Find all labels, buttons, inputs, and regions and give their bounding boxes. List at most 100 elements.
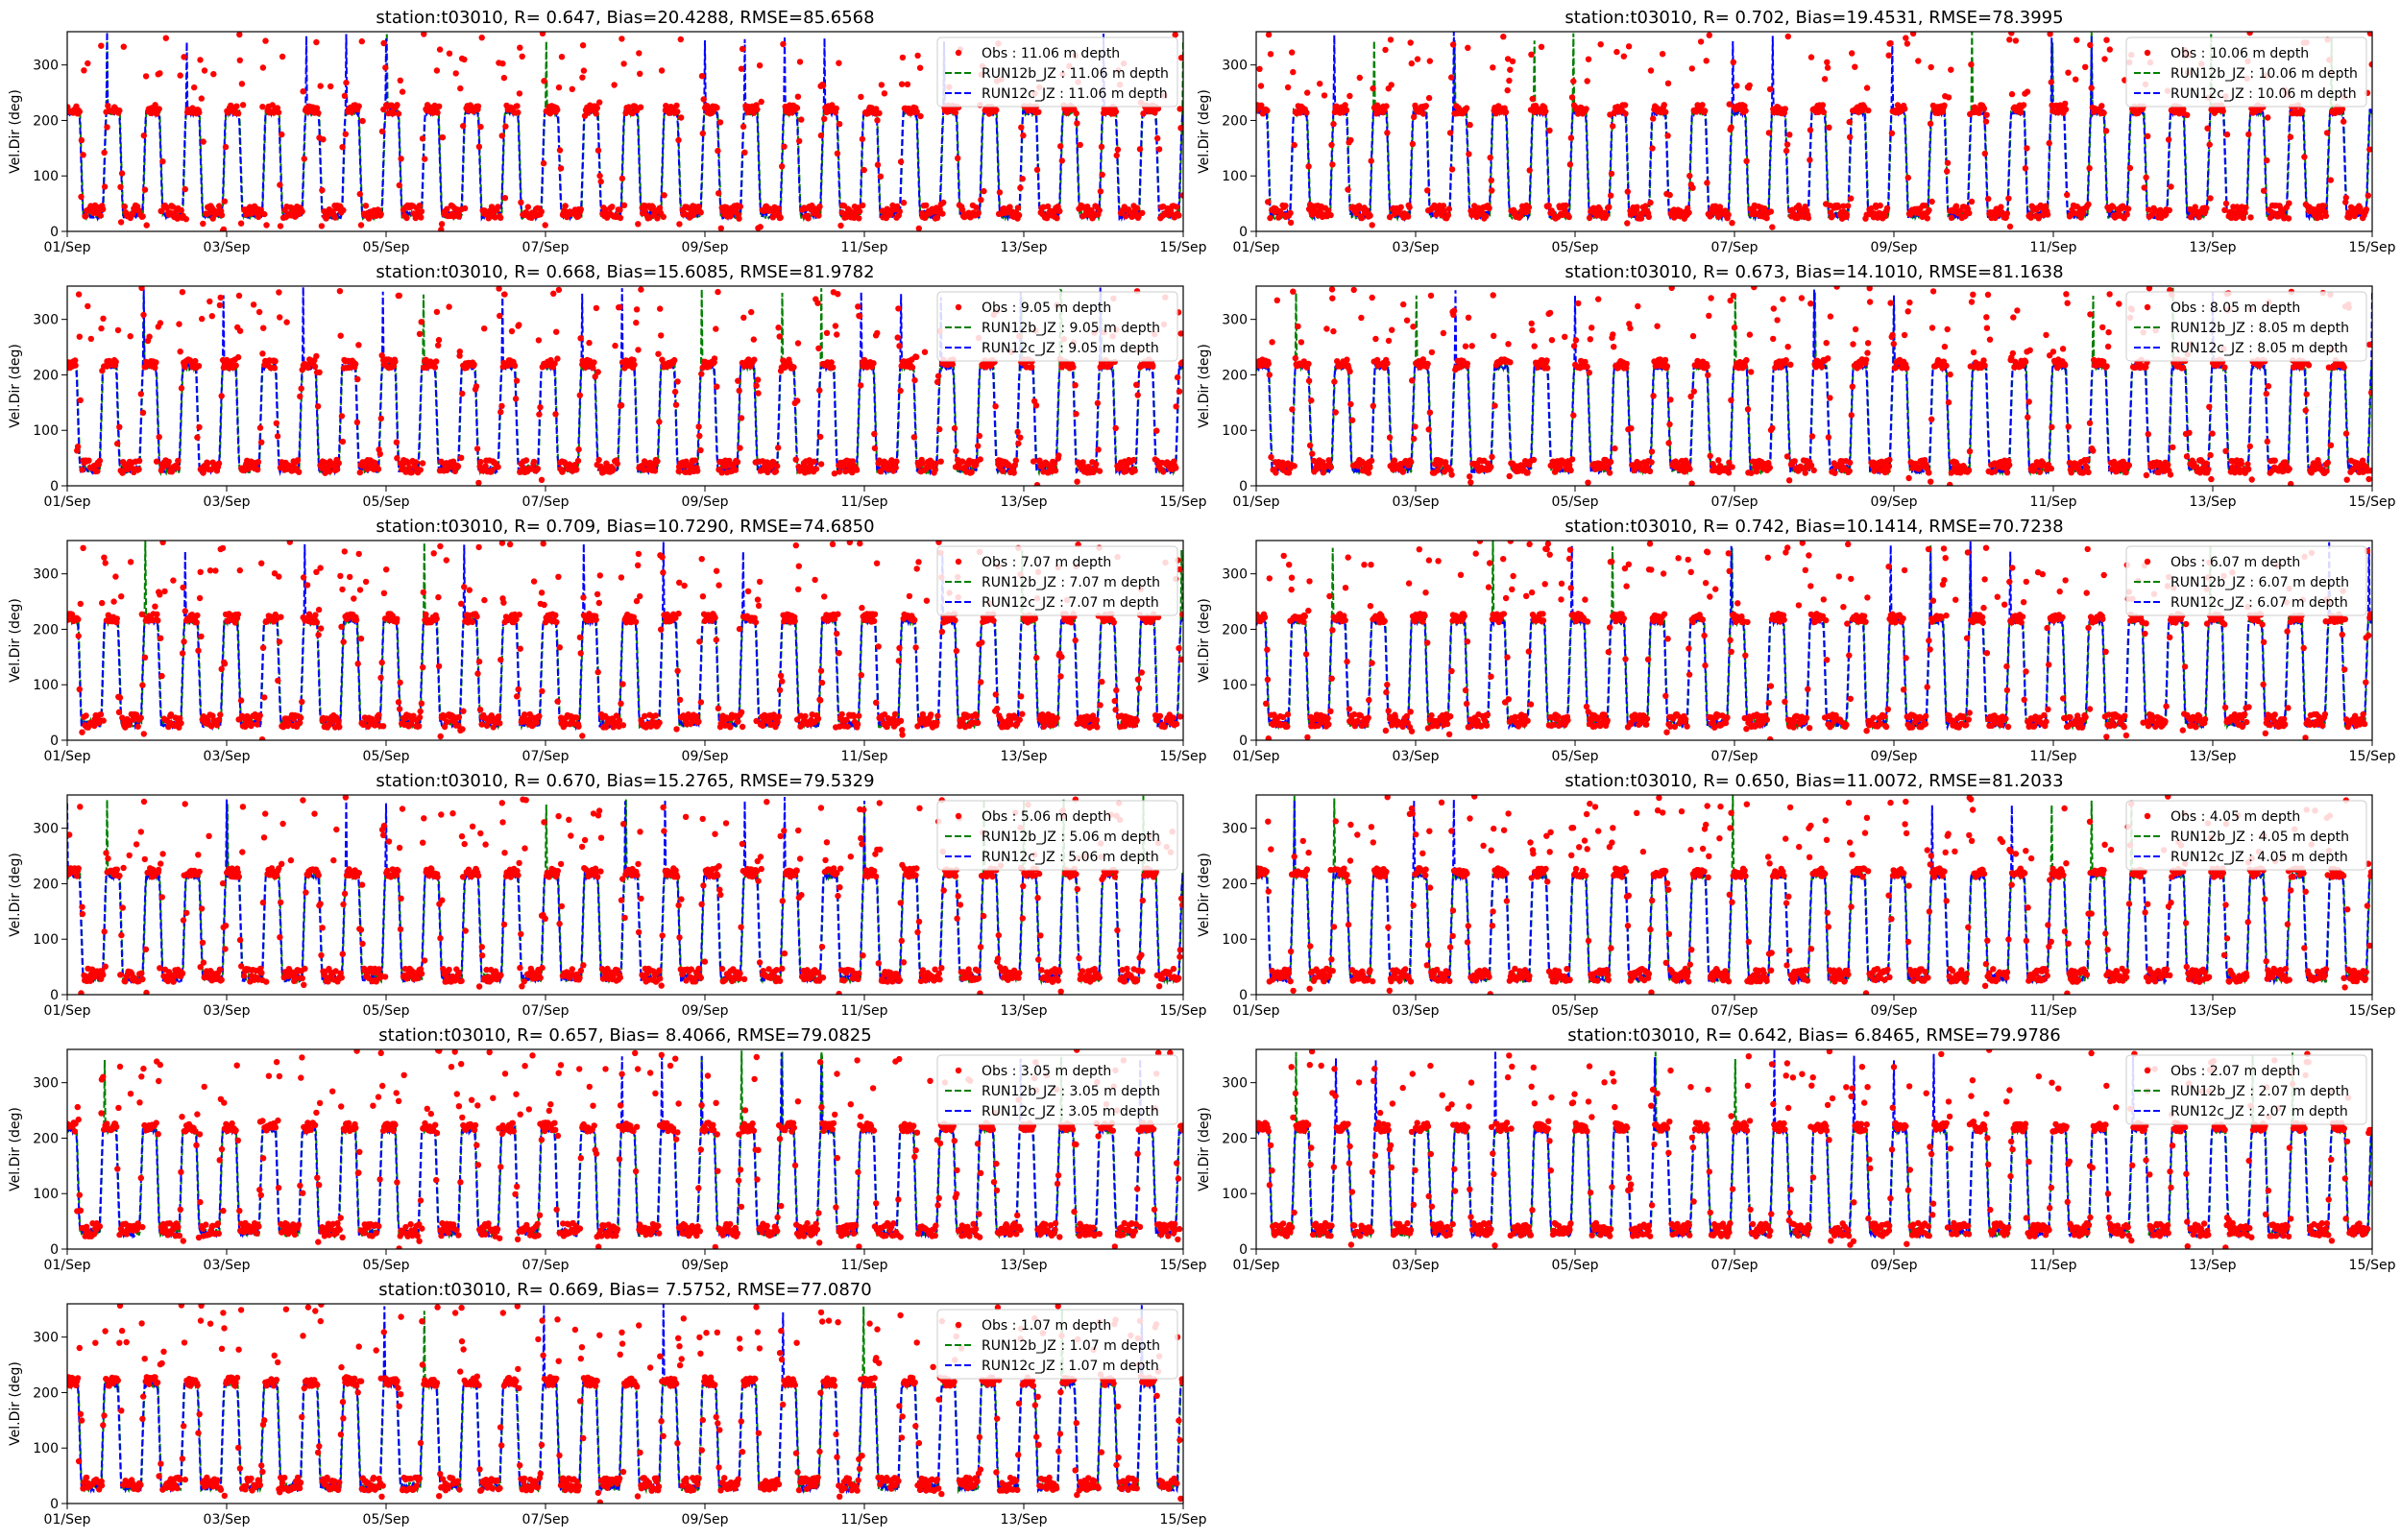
obs-point [654, 458, 660, 464]
obs-point [1349, 418, 1355, 423]
obs-point [1708, 453, 1713, 459]
obs-point [1309, 450, 1315, 456]
obs-point [1891, 341, 1897, 347]
obs-point [433, 358, 439, 364]
obs-point [1346, 93, 1352, 99]
obs-point [821, 116, 827, 122]
obs-point [191, 84, 197, 90]
obs-point [2247, 214, 2253, 220]
obs-point [397, 293, 402, 299]
obs-point [1450, 41, 1456, 47]
obs-point [1715, 457, 1721, 463]
obs-point [1982, 151, 1988, 156]
obs-point [860, 136, 865, 142]
obs-point [176, 321, 182, 326]
obs-point [1546, 128, 1552, 133]
obs-point [260, 64, 266, 70]
obs-point [1853, 326, 1858, 332]
obs-point [235, 354, 241, 360]
obs-point [631, 362, 637, 368]
obs-point [713, 325, 718, 331]
obs-point [354, 420, 360, 425]
obs-point [495, 204, 500, 209]
obs-point [238, 697, 244, 703]
obs-point [261, 694, 267, 700]
obs-point [1405, 213, 1411, 219]
obs-point [1114, 153, 1120, 158]
obs-point [2049, 466, 2054, 471]
obs-point [740, 124, 746, 130]
obs-point [128, 333, 133, 339]
obs-point [237, 58, 243, 63]
x-tick-label: 15/Sep [2349, 494, 2396, 510]
obs-point [99, 600, 105, 606]
legend-label: Obs : 8.05 m depth [2171, 301, 2300, 316]
obs-point [460, 123, 466, 129]
legend-label: RUN12b_JZ : 10.06 m depth [2171, 66, 2358, 82]
obs-point [1505, 87, 1511, 93]
obs-point [356, 103, 362, 108]
obs-point [1946, 399, 1952, 405]
obs-point [1824, 340, 1830, 346]
obs-point [1175, 374, 1180, 380]
obs-point [1384, 130, 1390, 135]
obs-point [2264, 157, 2269, 163]
obs-point [1783, 148, 1789, 154]
obs-point [774, 463, 780, 469]
obs-point [1706, 313, 1711, 319]
obs-point [1409, 377, 1415, 383]
obs-point [543, 222, 548, 228]
y-tick-label: 200 [1222, 368, 1248, 383]
obs-point [1946, 94, 1952, 100]
obs-point [1408, 39, 1414, 45]
obs-point [1528, 52, 1534, 58]
obs-point [140, 213, 146, 219]
obs-point [1969, 199, 1975, 205]
obs-point [2245, 467, 2251, 472]
obs-point [1983, 118, 1989, 124]
obs-point [1387, 435, 1393, 441]
obs-point [874, 117, 880, 123]
obs-point [835, 151, 840, 156]
obs-point [1265, 199, 1271, 205]
obs-point [2062, 362, 2068, 368]
obs-point [315, 110, 321, 116]
obs-point [2206, 404, 2212, 410]
obs-point [459, 726, 465, 732]
obs-point [1808, 54, 1814, 60]
obs-point [1288, 220, 1294, 226]
obs-point [296, 469, 302, 475]
obs-point [297, 394, 303, 399]
obs-point [263, 222, 269, 228]
obs-point [417, 203, 423, 208]
obs-point [1333, 409, 1339, 415]
obs-point [1570, 412, 1576, 418]
x-tick-label: 07/Sep [522, 240, 570, 255]
obs-point [140, 312, 146, 318]
obs-point [1411, 436, 1417, 442]
obs-point [697, 447, 703, 453]
obs-point [1423, 103, 1429, 108]
obs-point [753, 383, 759, 389]
obs-point [816, 204, 822, 209]
obs-point [418, 214, 424, 220]
obs-point [1767, 465, 1773, 470]
obs-point [1608, 193, 1613, 199]
obs-point [376, 712, 381, 718]
obs-point [1889, 131, 1895, 136]
obs-point [2286, 201, 2292, 206]
obs-point [897, 388, 903, 394]
obs-point [1174, 204, 1179, 209]
obs-point [413, 459, 419, 465]
obs-point [2168, 471, 2173, 477]
obs-point [2220, 108, 2226, 114]
obs-point [1115, 147, 1121, 153]
x-tick-label: 05/Sep [363, 494, 410, 510]
obs-point [110, 598, 116, 604]
obs-point [320, 136, 326, 142]
obs-point [139, 612, 145, 617]
obs-point [936, 426, 942, 432]
obs-point [178, 720, 183, 726]
obs-point [2116, 301, 2122, 306]
obs-point [698, 209, 704, 215]
